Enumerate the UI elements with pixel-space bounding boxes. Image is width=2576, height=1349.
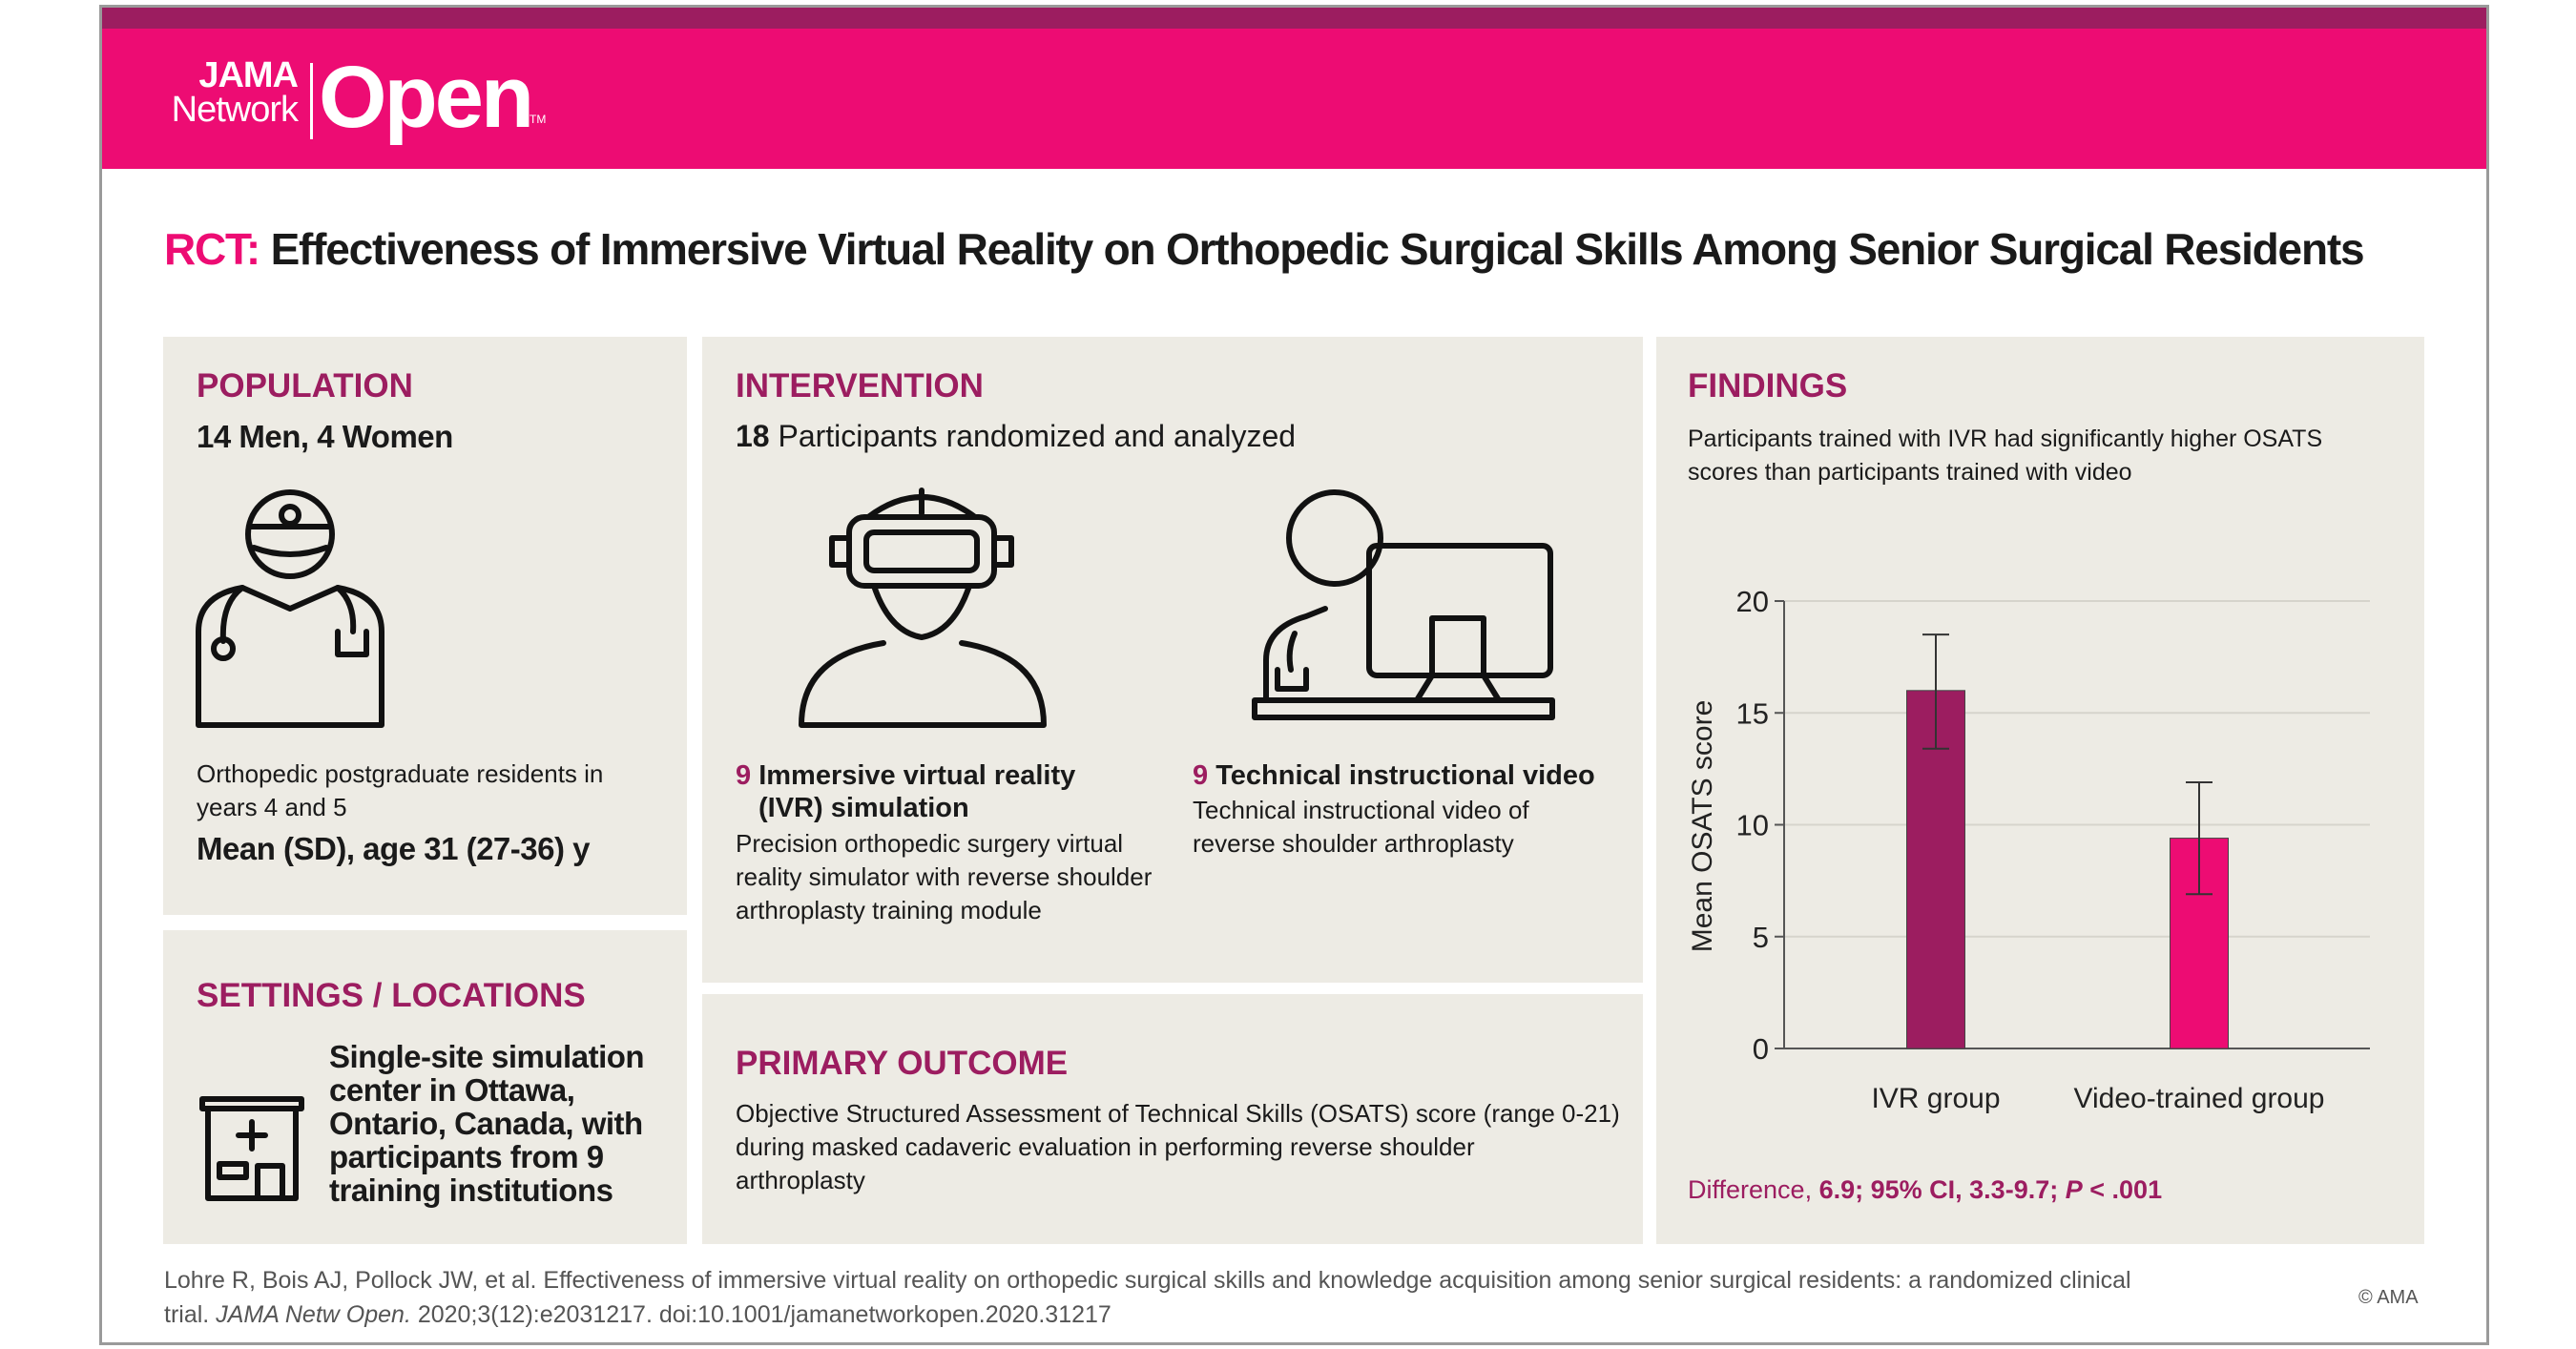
p-value: < .001 (2089, 1175, 2163, 1204)
population-heading: POPULATION (197, 367, 413, 405)
intervention-heading: INTERVENTION (736, 367, 984, 405)
header-stripe (102, 8, 2486, 29)
video-arm-desc-1: Technical instructional video of (1193, 796, 1529, 824)
intervention-subheading-text: Participants randomized and analyzed (778, 419, 1297, 453)
category-label: IVR group (1871, 1083, 2000, 1114)
video-arm-title-1: Technical instructional video (1215, 760, 1595, 791)
hospital-building-icon (199, 1096, 304, 1201)
bar-ivr (1906, 690, 1965, 1049)
population-age: Mean (SD), age 31 (27-36) y (197, 831, 591, 866)
copyright: © AMA (2358, 1287, 2419, 1308)
ivr-arm-desc-1: Precision orthopedic surgery virtual (736, 829, 1124, 858)
video-arm-desc-2: reverse shoulder arthroplasty (1193, 829, 1514, 858)
ivr-arm-desc-3: arthroplasty training module (736, 896, 1042, 924)
difference-label: Difference, (1688, 1175, 1813, 1204)
settings-line: center in Ottawa, (329, 1072, 575, 1108)
population-panel (163, 337, 687, 915)
computer-monitor-icon (1252, 489, 1555, 720)
citation-line-2: trial. JAMA Netw Open. 2020;3(12):e20312… (164, 1297, 1111, 1332)
findings-line-2: scores than participants trained with vi… (1688, 459, 2132, 486)
settings-text: Single-site simulation center in Ottawa,… (329, 1039, 645, 1208)
logo-network: Network (171, 90, 299, 130)
difference-value: 6.9; 95% CI, 3.3-9.7; (1818, 1175, 2059, 1204)
primary-outcome-line-2: during masked cadaveric evaluation in pe… (736, 1132, 1475, 1161)
page-title: RCT: Effectiveness of Immersive Virtual … (164, 223, 2365, 275)
title-prefix: RCT: (164, 224, 260, 274)
y-tick-label: 10 (1736, 809, 1769, 842)
primary-outcome-line-1: Objective Structured Assessment of Techn… (736, 1099, 1620, 1128)
primary-outcome-panel (702, 994, 1643, 1244)
findings-difference: Difference, 6.9; 95% CI, 3.3-9.7; P < .0… (1688, 1173, 2162, 1207)
population-desc-1: Orthopedic postgraduate residents in (197, 759, 604, 788)
y-tick-label: 0 (1753, 1032, 1769, 1066)
vr-headset-icon (799, 488, 1047, 728)
citation-journal: JAMA Netw Open. (216, 1301, 411, 1328)
settings-panel (163, 930, 687, 1244)
ivr-arm-title: 9 Immersive virtual reality (736, 759, 1075, 793)
p-label: P (2065, 1175, 2083, 1204)
settings-line: training institutions (329, 1173, 613, 1208)
logo-divider (310, 63, 313, 139)
citation-pre: trial. (164, 1301, 210, 1328)
citation-doi: 2020;3(12):e2031217. doi:10.1001/jamanet… (417, 1301, 1111, 1328)
ivr-arm-title-1: Immersive virtual reality (758, 760, 1076, 791)
intervention-count: 18 (736, 419, 770, 453)
ivr-arm-n: 9 (736, 760, 752, 791)
population-subheading: 14 Men, 4 Women (197, 419, 453, 454)
y-tick-label: 15 (1736, 696, 1769, 730)
settings-heading: SETTINGS / LOCATIONS (197, 977, 586, 1014)
settings-line: participants from 9 (329, 1139, 604, 1174)
settings-line: Single-site simulation (329, 1039, 645, 1074)
primary-outcome-heading: PRIMARY OUTCOME (736, 1045, 1069, 1082)
citation-line-1: Lohre R, Bois AJ, Pollock JW, et al. Eff… (164, 1267, 2131, 1294)
logo-jama: JAMA (198, 55, 299, 95)
osats-bar-chart: Mean OSATS score 0 5 10 15 20 IVR group Video-… (1687, 585, 2370, 1114)
settings-line: Ontario, Canada, with (329, 1106, 643, 1141)
video-arm-n: 9 (1193, 760, 1209, 791)
findings-line-1: Participants trained with IVR had signif… (1688, 425, 2323, 452)
findings-heading: FINDINGS (1688, 367, 1848, 405)
header-band (102, 29, 2486, 169)
y-tick-label: 20 (1736, 585, 1769, 618)
surgeon-icon (196, 489, 384, 728)
population-desc-2: years 4 and 5 (197, 793, 347, 821)
category-label: Video-trained group (2074, 1083, 2325, 1114)
primary-outcome-line-3: arthroplasty (736, 1166, 865, 1194)
title-text: Effectiveness of Immersive Virtual Reali… (270, 224, 2365, 274)
video-arm-title: 9 Technical instructional video (1193, 759, 1595, 793)
intervention-subheading: 18 Participants randomized and analyzed (736, 420, 1296, 453)
logo-tm: TM (530, 113, 547, 126)
infographic-frame (99, 5, 2489, 1345)
ivr-arm-title-2: (IVR) simulation (758, 793, 969, 823)
y-tick-label: 5 (1753, 921, 1769, 954)
logo-open: Open (319, 49, 534, 146)
y-axis-label: Mean OSATS score (1687, 700, 1718, 953)
ivr-arm-desc-2: reality simulator with reverse shoulder (736, 862, 1153, 891)
